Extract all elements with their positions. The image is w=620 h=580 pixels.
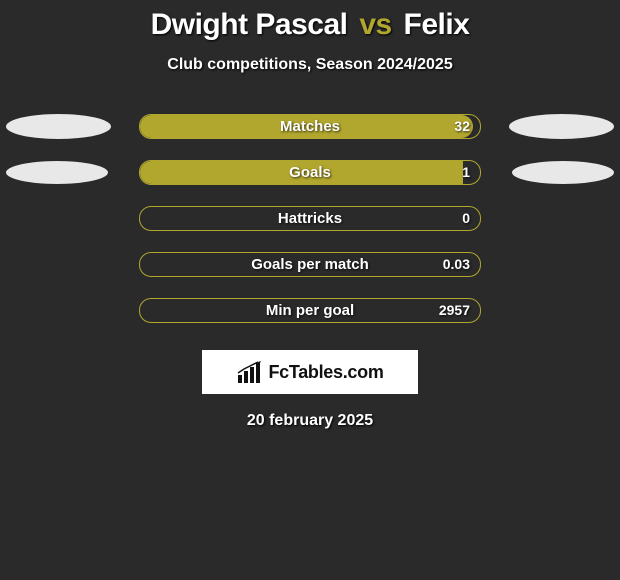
bar-chart-icon xyxy=(236,361,262,383)
vs-label: vs xyxy=(359,8,391,41)
stat-bar: Matches32 xyxy=(139,114,481,139)
stat-bar: Goals1 xyxy=(139,160,481,185)
stat-label: Hattricks xyxy=(140,207,480,230)
stat-bar: Goals per match0.03 xyxy=(139,252,481,277)
stat-row: Matches32 xyxy=(0,114,620,139)
player1-marker xyxy=(6,114,111,139)
player1-marker xyxy=(6,161,108,184)
stat-label: Goals xyxy=(140,161,480,184)
stat-value: 0.03 xyxy=(443,253,470,276)
stat-rows: Matches32 Goals1 Hattricks0 Goals per match… xyxy=(0,114,620,344)
player2-marker xyxy=(512,161,614,184)
stat-label: Goals per match xyxy=(140,253,480,276)
stat-bar: Min per goal2957 xyxy=(139,298,481,323)
stat-value: 0 xyxy=(462,207,470,230)
logo: FcTables.com xyxy=(236,361,383,383)
stats-comparison: Dwight Pascal vs Felix Club competitions… xyxy=(0,0,620,580)
stat-value: 2957 xyxy=(439,299,470,322)
page-title: Dwight Pascal vs Felix xyxy=(151,8,470,42)
logo-text: FcTables.com xyxy=(268,362,383,383)
stat-row: Hattricks0 xyxy=(0,206,620,231)
player1-name: Dwight Pascal xyxy=(151,8,348,41)
date-label: 20 february 2025 xyxy=(247,412,373,430)
stat-label: Min per goal xyxy=(140,299,480,322)
stat-row: Goals1 xyxy=(0,160,620,185)
stat-bar: Hattricks0 xyxy=(139,206,481,231)
logo-box: FcTables.com xyxy=(202,350,418,394)
subtitle: Club competitions, Season 2024/2025 xyxy=(167,56,452,74)
stat-value: 32 xyxy=(454,115,470,138)
player2-marker xyxy=(509,114,614,139)
player2-name: Felix xyxy=(404,8,470,41)
stat-label: Matches xyxy=(140,115,480,138)
stat-row: Goals per match0.03 xyxy=(0,252,620,277)
stat-row: Min per goal2957 xyxy=(0,298,620,323)
stat-value: 1 xyxy=(462,161,470,184)
